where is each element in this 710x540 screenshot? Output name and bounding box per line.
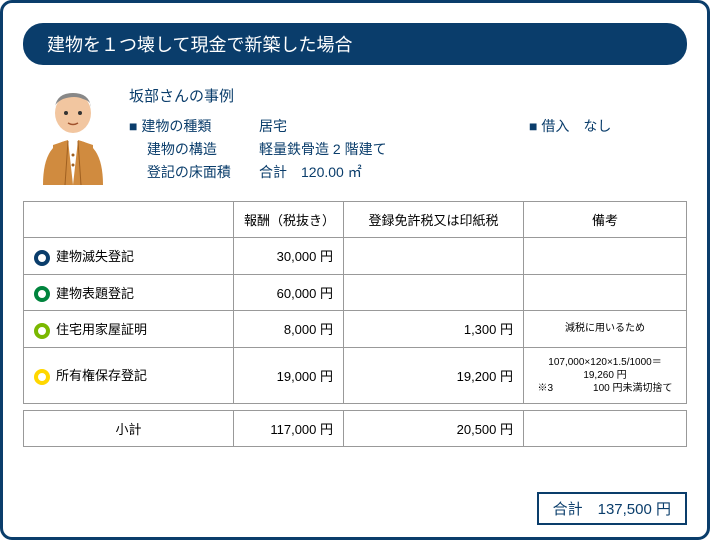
bullet-icon [34, 286, 50, 302]
bullet-icon [34, 323, 50, 339]
th-note: 備考 [524, 202, 687, 238]
table-row: 所有権保存登記19,000 円19,200 円107,000×120×1.5/1… [24, 347, 687, 403]
case-section: 坂部さんの事例 ■ 建物の種類居宅 建物の構造軽量鉄骨造 2 階建て 登記の床面… [23, 85, 687, 185]
th-fee: 報酬（税抜き） [234, 202, 344, 238]
th-name [24, 202, 234, 238]
th-tax: 登録免許税又は印紙税 [344, 202, 524, 238]
row-tax [344, 238, 524, 275]
avatar [33, 85, 113, 185]
row-fee: 19,000 円 [234, 347, 344, 403]
row-name: 住宅用家屋証明 [24, 311, 234, 348]
subtotal-label: 小計 [24, 410, 234, 446]
row-note [524, 238, 687, 275]
bullet-icon [34, 250, 50, 266]
row-tax: 19,200 円 [344, 347, 524, 403]
table-row: 建物表題登記60,000 円 [24, 274, 687, 311]
subtotal-fee: 117,000 円 [234, 410, 344, 446]
row-fee: 8,000 円 [234, 311, 344, 348]
case-info: 坂部さんの事例 ■ 建物の種類居宅 建物の構造軽量鉄骨造 2 階建て 登記の床面… [129, 85, 677, 185]
table-header-row: 報酬（税抜き） 登録免許税又は印紙税 備考 [24, 202, 687, 238]
subtotal-table: 小計 117,000 円 20,500 円 [23, 410, 687, 447]
row-fee: 60,000 円 [234, 274, 344, 311]
title-bar: 建物を１つ壊して現金で新築した場合 [23, 23, 687, 65]
bullet-icon [34, 369, 50, 385]
row-name: 建物滅失登記 [24, 238, 234, 275]
row-tax: 1,300 円 [344, 311, 524, 348]
table-row: 住宅用家屋証明8,000 円1,300 円減税に用いるため [24, 311, 687, 348]
row-note [524, 274, 687, 311]
total-box: 合計 137,500 円 [537, 492, 687, 525]
row-name: 建物表題登記 [24, 274, 234, 311]
table-row: 建物滅失登記30,000 円 [24, 238, 687, 275]
subtotal-tax: 20,500 円 [344, 410, 524, 446]
case-name: 坂部さんの事例 [129, 85, 677, 106]
row-fee: 30,000 円 [234, 238, 344, 275]
row-name: 所有権保存登記 [24, 347, 234, 403]
fee-table: 報酬（税抜き） 登録免許税又は印紙税 備考 建物滅失登記30,000 円建物表題… [23, 201, 687, 404]
row-note: 107,000×120×1.5/1000＝19,260 円※3 100 円未満切… [524, 347, 687, 403]
row-note: 減税に用いるため [524, 311, 687, 348]
subtotal-row: 小計 117,000 円 20,500 円 [24, 410, 687, 446]
card: 建物を１つ壊して現金で新築した場合 坂部さんの事例 [0, 0, 710, 540]
info-left: ■ 建物の種類居宅 建物の構造軽量鉄骨造 2 階建て 登記の床面積合計 120.… [129, 116, 439, 182]
row-tax [344, 274, 524, 311]
loan-info: ■ 借入 なし [529, 116, 611, 182]
